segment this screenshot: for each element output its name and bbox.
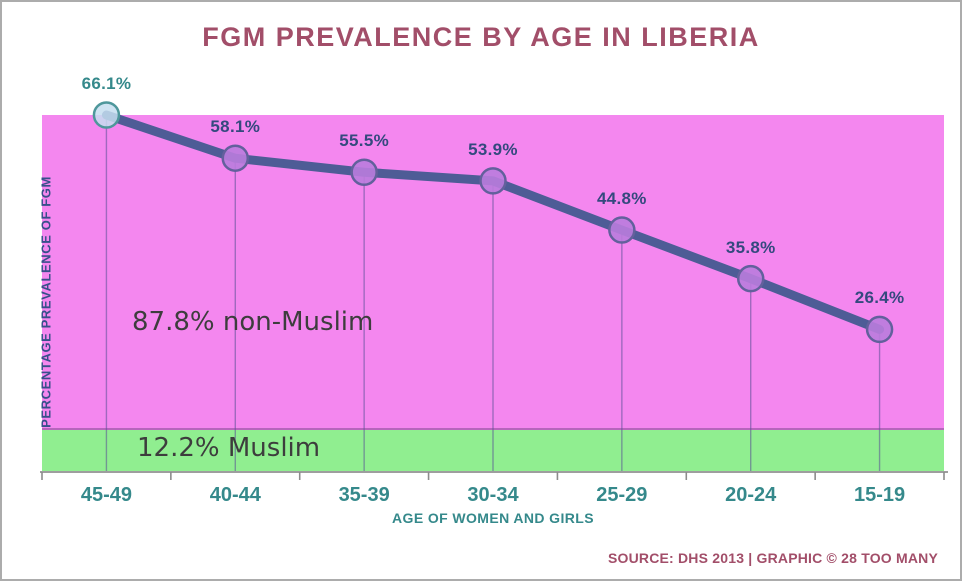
non-muslim-band	[42, 115, 944, 428]
source-credit: SOURCE: DHS 2013 | GRAPHIC © 28 TOO MANY	[607, 550, 938, 566]
value-label: 35.8%	[725, 237, 776, 257]
value-label: 44.8%	[596, 189, 647, 209]
value-label: 66.1%	[81, 74, 132, 93]
value-label: 58.1%	[210, 117, 261, 137]
value-label: 26.4%	[854, 288, 905, 308]
x-axis-title: AGE OF WOMEN AND GIRLS	[392, 510, 594, 526]
category-label: 45-49	[80, 484, 132, 506]
annotation-non-muslim: 87.8% non-Muslim	[132, 307, 374, 337]
category-label: 15-19	[853, 484, 906, 506]
category-label: 20-24	[725, 484, 777, 506]
page-title: FGM PREVALENCE BY AGE IN LIBERIA	[202, 22, 760, 52]
value-label: 53.9%	[468, 139, 518, 159]
annotation-muslim: 12.2% Muslim	[137, 433, 321, 463]
category-label: 25-29	[596, 484, 648, 506]
category-label: 40-44	[209, 484, 261, 506]
category-label: 30-34	[467, 484, 519, 506]
y-axis-title: PERCENTAGE PREVALENCE OF FGM	[38, 176, 54, 428]
value-label: 55.5%	[339, 131, 389, 151]
category-label: 35-39	[338, 484, 390, 506]
